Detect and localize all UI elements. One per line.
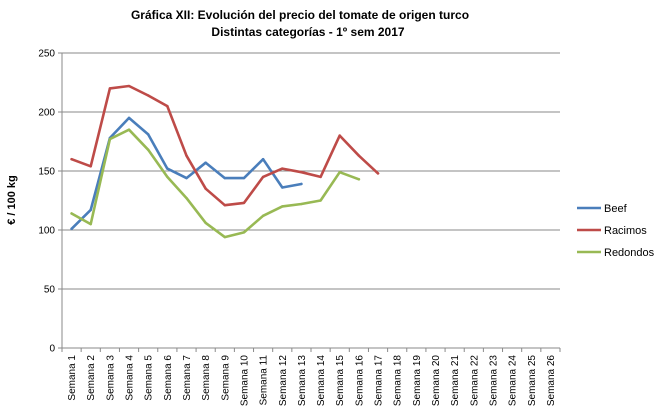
chart-title: Gráfica XII: Evolución del precio del to… (131, 8, 469, 22)
y-tick-label: 250 (38, 49, 55, 60)
axes (58, 52, 561, 352)
x-tick-label: Semana 24 (508, 355, 519, 407)
data-point (319, 199, 322, 202)
x-tick-label: Semana 23 (488, 355, 499, 407)
data-point (281, 205, 284, 208)
y-tick-labels: 0 50 100 150 200 250 (38, 49, 55, 355)
data-point (89, 222, 92, 226)
data-point (108, 87, 112, 90)
x-tick-label: Semana 12 (278, 355, 289, 407)
y-tick-label: 200 (38, 108, 55, 119)
x-tick-label: Semana 25 (527, 355, 538, 407)
x-tick-label: Semana 9 (220, 355, 231, 401)
x-tick-label: Semana 6 (163, 355, 174, 401)
legend-label: Beef (604, 203, 628, 215)
y-tick-label: 100 (38, 226, 55, 237)
y-tick-label: 50 (44, 285, 56, 296)
x-tick-label: Semana 2 (86, 355, 97, 401)
data-point (242, 201, 246, 205)
x-tick-label: Semana 20 (431, 355, 442, 407)
data-point (204, 187, 207, 190)
legend-label: Racimos (604, 225, 647, 237)
data-point (204, 161, 207, 164)
data-point (70, 158, 73, 161)
series-line-racimos (70, 84, 380, 207)
x-tick-label: Semana 19 (412, 355, 423, 407)
data-point (300, 170, 303, 174)
x-tick-label: Semana 18 (393, 355, 404, 407)
x-tick-label: Semana 3 (105, 355, 116, 401)
x-tick-label: Semana 8 (201, 355, 212, 401)
data-point (166, 175, 169, 179)
data-point (185, 196, 188, 200)
x-tick-label: Semana 14 (316, 355, 327, 407)
data-point (242, 231, 246, 234)
data-point (261, 175, 265, 179)
x-tick-label: Semana 17 (374, 355, 385, 407)
data-point (261, 214, 265, 218)
x-tick-label: Semana 22 (469, 355, 480, 407)
chart-subtitle: Distintas categorías - 1º sem 2017 (211, 25, 404, 39)
x-tick-label: Semana 1 (67, 355, 78, 401)
data-point (300, 202, 303, 206)
data-point (261, 158, 265, 161)
data-point (281, 167, 284, 170)
y-tick-label: 0 (49, 344, 55, 355)
x-tick-label: Semana 26 (546, 355, 557, 407)
series-line-redondos (70, 128, 361, 239)
data-point (281, 186, 284, 189)
data-point (127, 84, 131, 88)
x-tick-label: Semana 5 (144, 355, 155, 401)
data-point (185, 176, 188, 180)
y-tick-label: 150 (38, 167, 55, 178)
gridlines (62, 52, 560, 290)
data-point (338, 170, 341, 174)
data-point (357, 178, 361, 181)
data-point (357, 154, 361, 157)
x-tick-label: Semana 4 (125, 355, 136, 401)
data-point (146, 133, 150, 136)
x-tick-label: Semana 15 (335, 355, 346, 407)
data-point (223, 204, 227, 207)
x-tick-label: Semana 16 (354, 355, 365, 407)
data-point (242, 176, 246, 180)
data-point (146, 148, 150, 151)
data-point (185, 154, 188, 157)
data-point (376, 172, 380, 175)
legend-label: Redondos (604, 247, 655, 259)
data-point (319, 175, 322, 179)
series-lines (70, 84, 380, 239)
data-point (166, 104, 169, 108)
data-point (89, 208, 92, 212)
data-point (127, 128, 131, 131)
data-point (108, 137, 112, 141)
series-line-beef (70, 116, 303, 231)
data-point (70, 227, 73, 231)
data-point (166, 167, 169, 170)
x-tick-label: Semana 13 (297, 355, 308, 407)
data-point (223, 176, 227, 180)
data-point (70, 212, 73, 215)
x-tick-label: Semana 11 (259, 355, 270, 406)
x-tick-labels: Semana 1 Semana 2 Semana 3 Semana 4 Semana 5… (67, 355, 557, 407)
legend: Beef Racimos Redondos (577, 203, 655, 259)
data-point (146, 94, 150, 97)
data-point (223, 235, 227, 239)
x-tick-label: Semana 21 (450, 355, 461, 407)
data-point (300, 182, 303, 186)
data-point (127, 116, 131, 120)
y-axis-label: € / 100 kg (6, 175, 18, 225)
data-point (204, 221, 207, 225)
data-point (338, 134, 341, 137)
x-tick-label: Semana 10 (239, 355, 250, 407)
x-tick-label: Semana 7 (182, 355, 193, 401)
data-point (89, 165, 92, 168)
